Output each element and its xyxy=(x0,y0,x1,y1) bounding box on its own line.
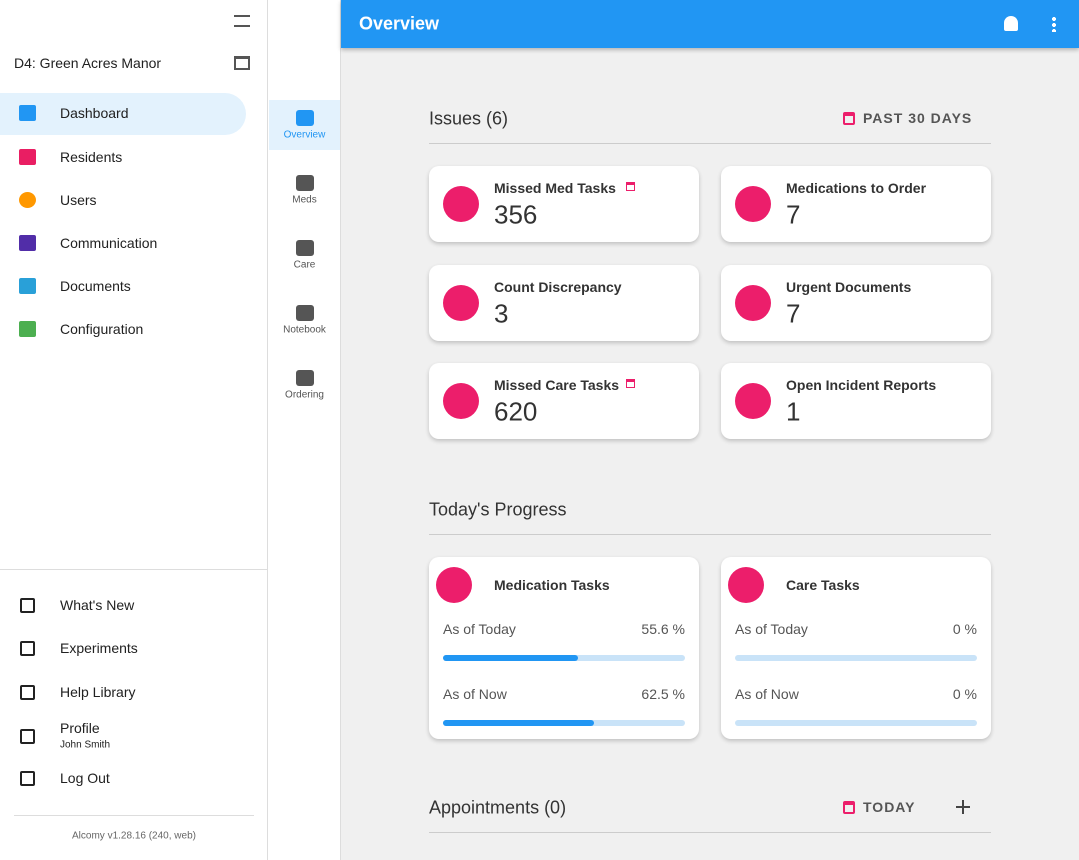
nav-item[interactable]: Configuration xyxy=(60,321,144,337)
row-value: 0 % xyxy=(952,621,977,637)
nav-icon[interactable] xyxy=(19,192,36,208)
row-label: As of Now xyxy=(443,686,507,702)
issue-count: 7 xyxy=(786,199,801,230)
divider xyxy=(429,534,991,535)
nav-item[interactable]: Communication xyxy=(60,235,158,251)
calendar-icon[interactable] xyxy=(843,801,855,814)
rail-label[interactable]: Care xyxy=(293,259,316,271)
section-title: Issues (6) xyxy=(429,108,509,129)
issue-count: 7 xyxy=(786,298,801,328)
rail-icon[interactable] xyxy=(296,110,314,126)
issue-icon xyxy=(735,383,771,419)
sidebar xyxy=(0,0,268,860)
calendar-icon xyxy=(626,379,635,388)
nav-icon[interactable] xyxy=(19,149,36,165)
nav-item[interactable]: Residents xyxy=(60,149,123,165)
issue-icon xyxy=(443,186,479,222)
issue-label: Open Incident Reports xyxy=(786,377,937,393)
progress-bar xyxy=(443,655,578,661)
rail-label[interactable]: Ordering xyxy=(285,389,324,401)
progress-bar xyxy=(443,720,595,726)
page-title: Overview xyxy=(359,13,440,34)
issue-count: 1 xyxy=(786,396,801,427)
range-button[interactable]: TODAY xyxy=(863,799,916,815)
nav-item[interactable]: Experiments xyxy=(60,640,138,656)
issue-icon xyxy=(735,186,771,222)
issue-count: 356 xyxy=(494,199,538,230)
nav-icon[interactable] xyxy=(19,321,36,337)
nav-icon[interactable] xyxy=(19,278,36,294)
rail-icon[interactable] xyxy=(296,175,314,191)
add-button[interactable] xyxy=(962,800,964,814)
bell[interactable] xyxy=(1004,16,1018,31)
profile-user: John Smith xyxy=(60,739,111,751)
nav-icon[interactable] xyxy=(20,771,35,786)
range-button[interactable]: PAST 30 DAYS xyxy=(863,110,973,126)
issue-count: 620 xyxy=(494,396,538,427)
issue-label: Count Discrepancy xyxy=(494,278,622,295)
issue-icon xyxy=(443,383,479,419)
progress-card xyxy=(429,557,699,739)
rail-label[interactable]: Notebook xyxy=(283,324,326,336)
nav-item[interactable]: Profile xyxy=(60,720,100,736)
issue-count: 3 xyxy=(494,298,509,328)
row-label: As of Now xyxy=(735,686,799,702)
divider xyxy=(0,569,268,570)
issue-label: Urgent Documents xyxy=(786,278,912,295)
nav-item[interactable]: Documents xyxy=(60,278,131,294)
section-title: Appointments (0) xyxy=(429,797,567,818)
rail-icon[interactable] xyxy=(296,240,314,256)
progress-track xyxy=(735,655,977,661)
nav-item[interactable]: Dashboard xyxy=(60,105,129,121)
issue-icon xyxy=(443,284,479,321)
menu[interactable] xyxy=(1052,16,1056,32)
nav-icon[interactable] xyxy=(20,598,35,613)
row-value: 0 % xyxy=(952,686,977,702)
issue-icon xyxy=(735,284,771,321)
top-bar xyxy=(341,0,1079,48)
facility-name: D4: Green Acres Manor xyxy=(14,55,162,71)
progress-track xyxy=(735,720,977,726)
rail-icon[interactable] xyxy=(296,305,314,321)
nav-active xyxy=(0,93,246,135)
row-value: 55.6 % xyxy=(641,621,685,637)
nav-item[interactable]: Log Out xyxy=(60,770,110,786)
nav-icon[interactable] xyxy=(19,105,36,121)
nav-icon[interactable] xyxy=(20,641,35,656)
issue-label: Missed Care Tasks xyxy=(494,377,620,393)
divider xyxy=(429,143,991,144)
nav-icon[interactable] xyxy=(20,729,35,744)
divider xyxy=(429,832,991,833)
progress-label: Care Tasks xyxy=(786,577,860,593)
rail-label[interactable]: Meds xyxy=(292,194,317,206)
progress-card xyxy=(721,557,991,739)
progress-icon xyxy=(728,567,764,603)
nav-item[interactable]: Help Library xyxy=(60,684,136,700)
rail-icon[interactable] xyxy=(296,370,314,386)
section-title: Today's Progress xyxy=(429,499,567,520)
issue-label: Medications to Order xyxy=(786,180,927,196)
row-label: As of Today xyxy=(443,621,516,637)
calendar-icon[interactable] xyxy=(843,112,855,125)
nav-item[interactable]: Users xyxy=(60,192,97,208)
row-label: As of Today xyxy=(735,621,808,637)
nav-item[interactable]: What's New xyxy=(60,597,135,613)
divider xyxy=(14,815,254,816)
progress-label: Medication Tasks xyxy=(494,577,610,593)
nav-icon[interactable] xyxy=(19,235,36,251)
switch-facility[interactable] xyxy=(234,56,250,70)
nav-icon[interactable] xyxy=(20,685,35,700)
progress-icon xyxy=(436,567,472,603)
issue-label: Missed Med Tasks xyxy=(494,180,616,196)
rail-label[interactable]: Overview xyxy=(283,129,326,141)
calendar-icon xyxy=(626,182,635,191)
row-value: 62.5 % xyxy=(641,686,685,702)
collapse-icon[interactable] xyxy=(234,15,250,27)
version: Alcomy v1.28.16 (240, web) xyxy=(72,830,196,842)
